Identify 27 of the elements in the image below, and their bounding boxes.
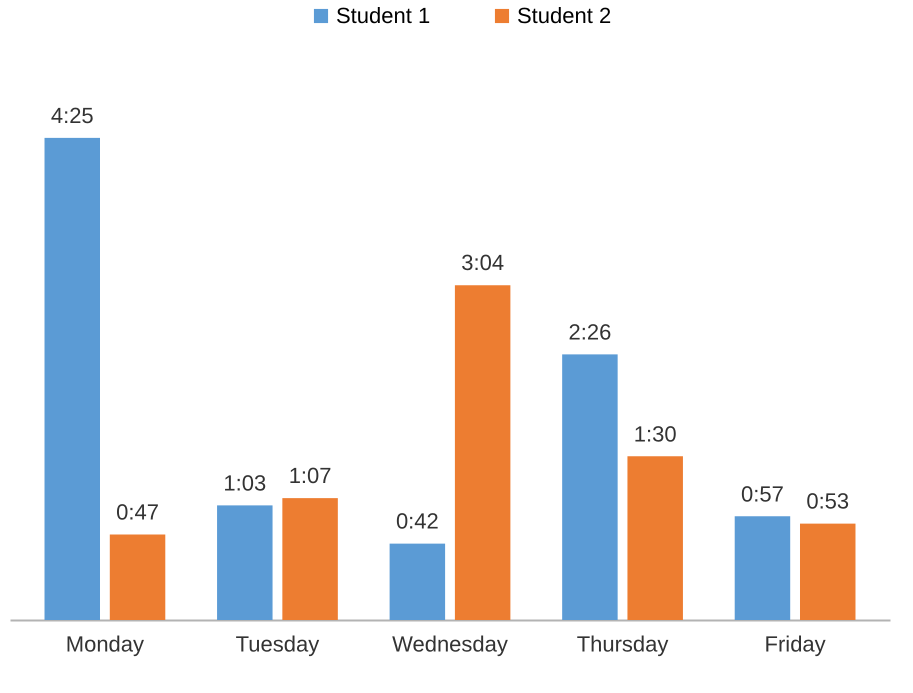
data-label: 0:47 (116, 499, 159, 524)
x-tick-label: Friday (764, 632, 826, 656)
data-label: 0:42 (396, 508, 439, 534)
data-label: 1:30 (634, 421, 677, 446)
legend-label: Student 2 (517, 3, 612, 28)
x-tick-label: Monday (66, 632, 144, 656)
data-label: 3:04 (461, 250, 504, 276)
data-label: 0:53 (806, 488, 850, 514)
bar (390, 544, 446, 620)
x-tick-label: Tuesday (236, 632, 320, 656)
bar (627, 456, 683, 620)
x-tick-label: Thursday (576, 632, 668, 656)
bar (562, 354, 618, 620)
bar (110, 534, 166, 620)
bar (217, 505, 273, 620)
legend-label: Student 1 (336, 3, 430, 28)
data-label: 1:03 (223, 470, 266, 496)
data-label: 0:57 (741, 481, 784, 506)
x-tick-label: Wednesday (392, 632, 508, 656)
data-label: 4:25 (50, 102, 94, 128)
bar (44, 138, 100, 620)
bar (454, 285, 510, 620)
data-label: 2:26 (568, 319, 612, 344)
data-label: 1:07 (288, 463, 332, 488)
bar (282, 498, 338, 620)
bar (734, 516, 790, 620)
bar (800, 524, 856, 620)
